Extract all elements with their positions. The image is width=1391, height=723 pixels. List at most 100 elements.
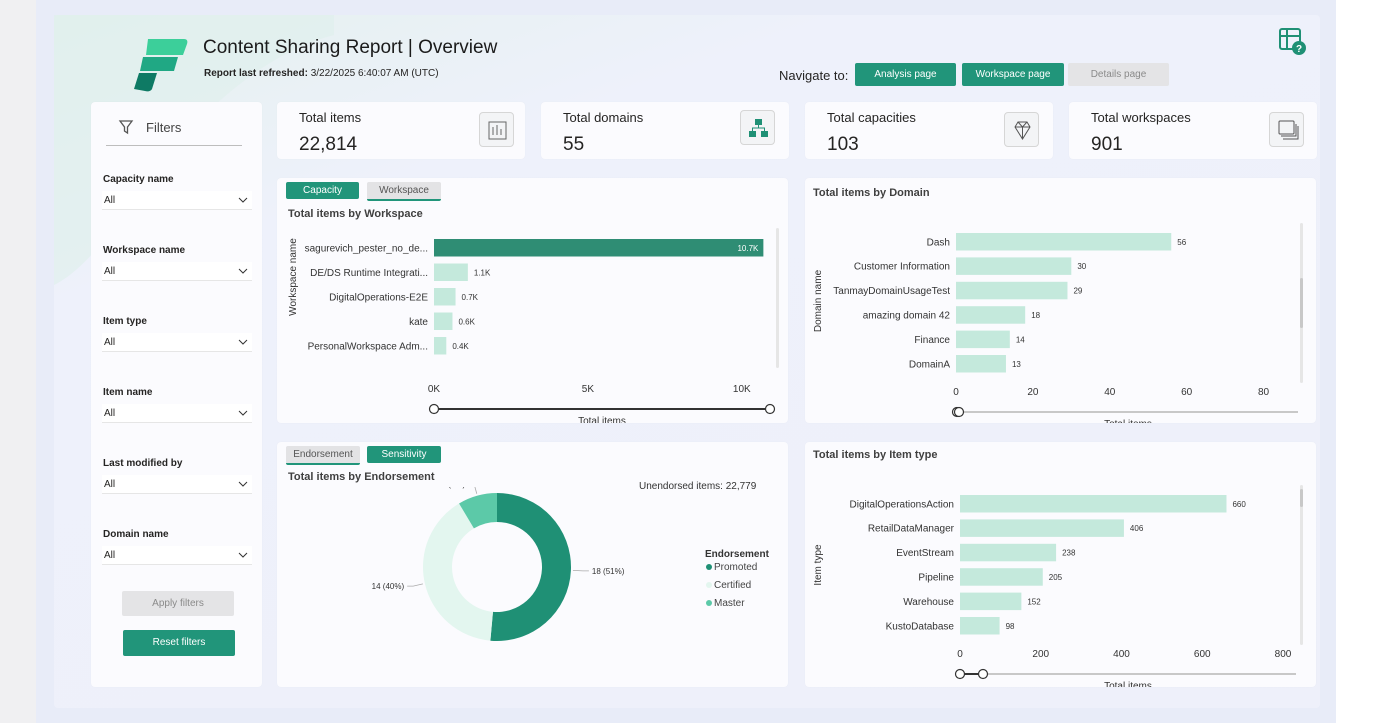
donut-slice	[459, 493, 497, 529]
side-panel-edge	[1336, 0, 1391, 723]
domain-name-label: Domain name	[103, 529, 169, 540]
data-label: 660	[1232, 500, 1246, 509]
domain-name-dropdown[interactable]: All	[102, 546, 252, 565]
bar	[960, 568, 1043, 586]
workspace-name-dropdown[interactable]: All	[102, 262, 252, 281]
bar-chart-icon	[479, 112, 514, 147]
svg-text:?: ?	[1296, 44, 1302, 55]
range-slider-handle	[764, 403, 776, 415]
range-slider-handle	[953, 406, 965, 418]
bar	[956, 355, 1006, 373]
item-type-label: Item type	[103, 316, 147, 327]
details-page-button[interactable]: Details page	[1068, 63, 1169, 86]
item-name-dropdown[interactable]: All	[102, 404, 252, 423]
itemtype-chart-card: Total items by Item type DigitalOperatio…	[805, 442, 1316, 687]
chevron-down-icon	[238, 481, 248, 487]
chevron-down-icon	[238, 197, 248, 203]
itemtype-bar-chart: DigitalOperationsAction 660 RetailDataMana…	[813, 485, 1303, 687]
workspace-page-button[interactable]: Workspace page	[962, 63, 1064, 86]
table-help-icon[interactable]: ?	[1278, 27, 1308, 57]
refresh-info: Report last refreshed: 3/22/2025 6:40:07…	[204, 68, 439, 79]
workspace-name-label: Workspace name	[103, 245, 186, 256]
kpi-total-workspaces: Total workspaces 901	[1069, 102, 1317, 159]
last-modified-by-dropdown[interactable]: All	[102, 475, 252, 494]
reset-filters-button[interactable]: Reset filters	[123, 630, 235, 656]
fabric-logo	[134, 39, 188, 92]
endorsement-chart-card: Endorsement Sensitivity Total items by E…	[277, 442, 788, 687]
tab-sensitivity[interactable]: Sensitivity	[367, 446, 441, 463]
refresh-label: Report last refreshed:	[204, 68, 308, 79]
kpi-label: Total domains	[563, 110, 644, 125]
tick-label: 0	[953, 387, 959, 398]
data-label: 14 (40%)	[372, 582, 405, 591]
tab-capacity[interactable]: Capacity	[286, 182, 359, 199]
range-slider-handle	[954, 668, 966, 680]
bar	[960, 495, 1227, 513]
leader-line	[407, 583, 423, 587]
analysis-page-button[interactable]: Analysis page	[855, 63, 956, 86]
workspace-name-value: All	[104, 266, 116, 277]
tick-label: 800	[1275, 649, 1292, 660]
domain-chart-card: Total items by Domain Dash 56 Customer Inf…	[805, 178, 1316, 423]
chart-title: Total items by Workspace	[288, 208, 423, 220]
window-left-margin	[0, 0, 36, 723]
tick-label: 20	[1027, 387, 1039, 398]
apply-filters-button[interactable]: Apply filters	[122, 591, 234, 616]
data-label: 56	[1177, 238, 1186, 247]
kpi-label: Total workspaces	[1091, 110, 1191, 125]
item-name-value: All	[104, 408, 116, 419]
tick-label: 40	[1104, 387, 1116, 398]
category-label: DomainA	[909, 359, 950, 370]
last-modified-by-value: All	[104, 479, 116, 490]
category-label: Pipeline	[918, 572, 954, 583]
x-axis-label: Total items	[578, 416, 626, 423]
chevron-down-icon	[238, 339, 248, 345]
y-axis-label: Item type	[813, 544, 824, 586]
chart-title: Total items by Item type	[813, 449, 938, 461]
workspace-chart-card: Capacity Workspace Total items by Worksp…	[277, 178, 788, 423]
range-slider-handle	[977, 668, 989, 680]
category-label: Finance	[914, 335, 950, 346]
category-label: Warehouse	[903, 597, 954, 608]
data-label: 0.4K	[452, 342, 469, 351]
data-label: 10.7K	[737, 244, 759, 253]
bar	[960, 519, 1124, 537]
bar	[434, 337, 447, 355]
tick-label: 80	[1258, 387, 1270, 398]
scrollbar-track	[776, 228, 779, 368]
category-label: KustoDatabase	[886, 621, 955, 632]
data-label: 30	[1077, 262, 1086, 271]
kpi-total-domains: Total domains 55	[541, 102, 789, 159]
background-wave	[54, 15, 334, 285]
tab-workspace[interactable]: Workspace	[367, 182, 441, 201]
category-label: DigitalOperations-E2E	[329, 292, 428, 303]
chevron-down-icon	[238, 552, 248, 558]
bar	[956, 233, 1172, 251]
legend-marker	[706, 582, 712, 588]
tick-label: 0K	[428, 384, 441, 395]
tick-label: 600	[1194, 649, 1211, 660]
report-canvas: Content Sharing Report | Overview Report…	[36, 0, 1336, 723]
item-type-dropdown[interactable]: All	[102, 333, 252, 352]
pane-edge-glyph	[1385, 48, 1391, 88]
tab-endorsement[interactable]: Endorsement	[286, 446, 360, 465]
capacity-name-dropdown[interactable]: All	[102, 191, 252, 210]
data-label: 29	[1073, 287, 1082, 296]
kpi-value: 22,814	[299, 134, 358, 155]
category-label: EventStream	[896, 548, 954, 559]
donut-slice	[423, 503, 493, 641]
legend-item: Master	[714, 598, 745, 609]
kpi-total-items: Total items 22,814	[277, 102, 525, 159]
y-axis-label: Workspace name	[288, 238, 299, 316]
bar	[434, 263, 468, 281]
scrollbar-thumb	[1300, 278, 1303, 328]
bar	[956, 330, 1010, 349]
data-label: 205	[1049, 573, 1063, 582]
last-modified-by-label: Last modified by	[103, 458, 183, 469]
legend-item: Promoted	[714, 562, 757, 573]
data-label: 0.7K	[462, 293, 479, 302]
category-label: kate	[409, 317, 428, 328]
category-label: Dash	[927, 237, 950, 248]
tick-label: 10K	[733, 384, 751, 395]
data-label: 3 (9%)	[442, 487, 466, 489]
